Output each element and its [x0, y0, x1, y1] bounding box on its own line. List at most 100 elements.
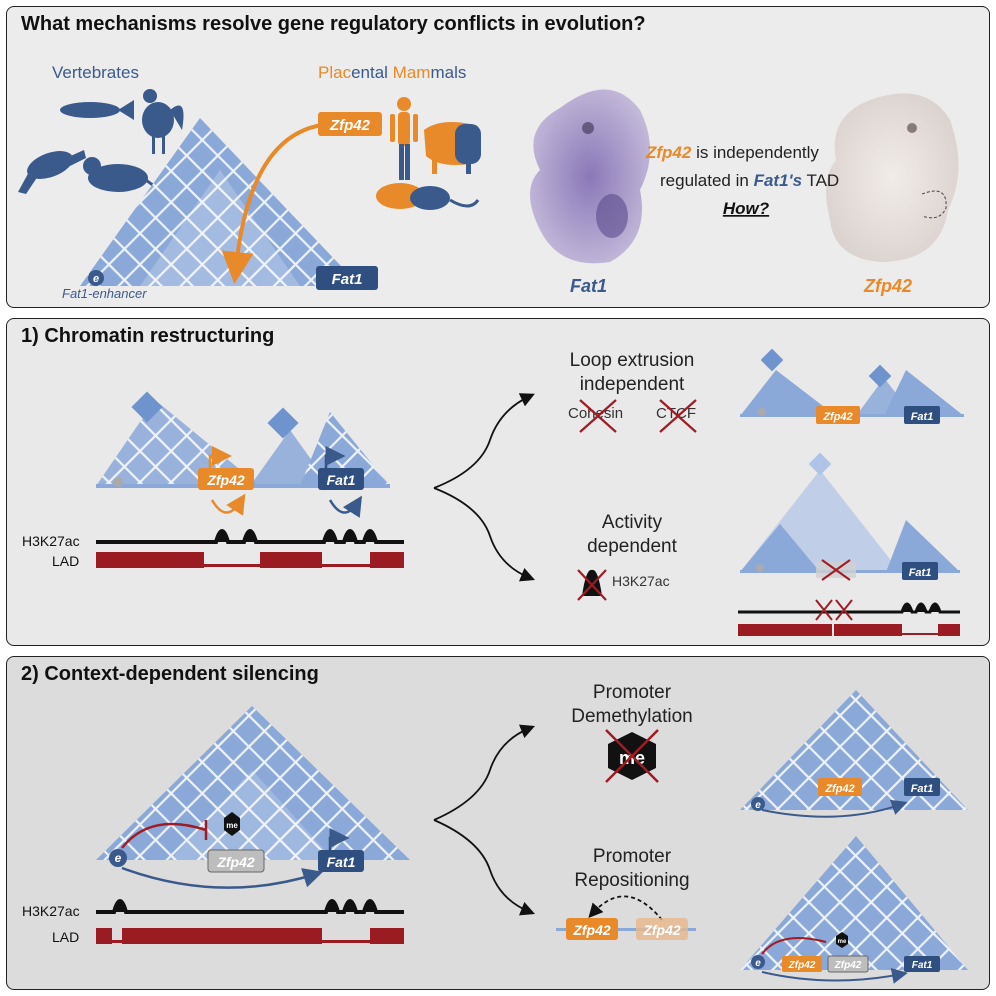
gene-zfp42-box: Zfp42: [198, 446, 254, 490]
gene-fat1-box-small: Fat1: [904, 778, 940, 796]
mech-activity-line1: Activity: [602, 512, 663, 533]
tad-triangle: [80, 118, 360, 286]
regulation-arrow: [221, 122, 331, 284]
how-question: How?: [723, 199, 770, 218]
enhancer-label: Fat1-enhancer: [62, 286, 147, 301]
mech-loop-line1: Loop extrusion: [570, 350, 695, 371]
tad-triangle-large: [96, 706, 410, 860]
gene-zfp42-box-small: Zfp42: [816, 406, 860, 424]
enhancer-icon: e: [109, 849, 127, 867]
cross-icon: [579, 399, 617, 433]
fish-icon: [60, 100, 134, 120]
enhancer-icon: e: [751, 797, 765, 811]
svg-text:Zfp42: Zfp42: [642, 922, 681, 938]
svg-text:Zfp42: Zfp42: [834, 960, 862, 971]
svg-text:Zfp42: Zfp42: [216, 854, 255, 870]
svg-text:e: e: [93, 273, 99, 285]
panel-title: What mechanisms resolve gene regulatory …: [21, 13, 646, 35]
methyl-icon-large: me: [605, 729, 659, 783]
mech-loop-line2: independent: [580, 374, 685, 395]
gene-zfp42-old-position: Zfp42: [636, 918, 688, 940]
svg-text:Zfp42: Zfp42: [822, 411, 852, 423]
panel-title: 1) Chromatin restructuring: [21, 325, 275, 347]
self-regulation-arrow: [328, 495, 363, 518]
mouse-icon: [83, 157, 174, 192]
gene-zfp42-new-position: Zfp42: [566, 918, 618, 940]
svg-text:Zfp42: Zfp42: [824, 783, 854, 795]
dna-line: [556, 928, 696, 931]
gene-zfp42-box-small: Zfp42: [782, 956, 822, 972]
svg-text:Fat1: Fat1: [911, 411, 934, 423]
lad-track: [96, 552, 404, 568]
gene-fat1-box: Fat1: [316, 266, 378, 290]
gene-fat1-box: Fat1: [318, 828, 364, 872]
svg-text:Zfp42: Zfp42: [788, 960, 816, 971]
branch-arrow: [433, 724, 536, 821]
gene-fat1-box: Fat1: [318, 446, 364, 490]
gene-zfp42-box: Zfp42: [318, 112, 382, 136]
svg-text:Fat1: Fat1: [327, 472, 356, 488]
cross-icon: [577, 569, 607, 601]
merged-tad-small: [740, 452, 960, 573]
embryo-fat1-image: [530, 89, 650, 264]
svg-text:e: e: [755, 958, 761, 969]
h3k27ac-track-small: [738, 602, 960, 614]
enhancer-icon: e: [751, 955, 765, 969]
placental-mammals-label: Placental Mammals: [318, 63, 466, 82]
self-regulation-arrow: [210, 493, 246, 516]
gene-zfp42-silenced-small: Zfp42: [827, 955, 869, 973]
gene-fat1-box-small: Fat1: [902, 562, 938, 580]
svg-text:e: e: [115, 851, 122, 865]
panel-title: 2) Context-dependent silencing: [21, 663, 319, 685]
lad-track-small: [738, 624, 960, 636]
enhancer-icon: e: [88, 270, 104, 286]
activation-arrow: [761, 968, 908, 984]
statement-line2: regulated in Fat1's TAD: [660, 171, 839, 190]
repression-arrow: [121, 822, 207, 849]
gene-zfp42-crossed: [816, 559, 856, 581]
reposition-arrow: [588, 895, 663, 921]
branch-arrow: [433, 487, 536, 582]
h3k27ac-track: [96, 899, 404, 914]
pig-icon: [424, 122, 481, 174]
statement-line1: Zfp42 is independently: [645, 143, 819, 162]
gene-fat1-box-small: Fat1: [904, 956, 940, 972]
embryo-fat1-label: Fat1: [570, 276, 607, 296]
lad-track: [96, 928, 404, 944]
svg-text:Zfp42: Zfp42: [206, 472, 245, 488]
methyl-icon: me: [224, 812, 240, 836]
activation-arrow: [761, 799, 908, 818]
mouse-mammal-icon: [376, 183, 480, 210]
mech-activity-mark: H3K27ac: [612, 573, 670, 589]
cross-icon: [815, 599, 853, 621]
mech-repositioning-line1: Promoter: [593, 846, 672, 867]
h3k27ac-track: [96, 529, 404, 544]
svg-text:Fat1: Fat1: [912, 960, 933, 971]
track-lad-label: LAD: [52, 553, 79, 569]
svg-text:Zfp42: Zfp42: [572, 922, 611, 938]
frog-icon: [18, 150, 86, 194]
repression-arrow: [761, 937, 827, 955]
svg-text:me: me: [838, 939, 847, 945]
gene-zfp42-silenced: Zfp42: [207, 849, 265, 873]
cross-icon: [659, 399, 697, 433]
track-h3k27ac-label: H3K27ac: [22, 533, 80, 549]
methyl-icon: me: [836, 932, 848, 948]
branch-arrow: [433, 393, 535, 489]
activation-arrow: [121, 866, 324, 889]
track-lad-label: LAD: [52, 929, 79, 945]
mech-activity-line2: dependent: [587, 536, 678, 557]
track-h3k27ac-label: H3K27ac: [22, 903, 80, 919]
tad-repositioned: [740, 836, 968, 970]
rooster-icon: [142, 89, 184, 154]
embryo-zfp42-label: Zfp42: [863, 276, 912, 296]
embryo-zfp42-image: [826, 93, 959, 262]
mech-demethylation-line1: Promoter: [593, 682, 672, 703]
svg-text:Fat1: Fat1: [911, 783, 934, 795]
human-icon: [390, 97, 418, 180]
svg-text:e: e: [755, 800, 761, 811]
svg-text:Fat1: Fat1: [332, 271, 363, 288]
gene-fat1-box-small: Fat1: [904, 406, 940, 424]
branch-arrow: [433, 819, 536, 916]
